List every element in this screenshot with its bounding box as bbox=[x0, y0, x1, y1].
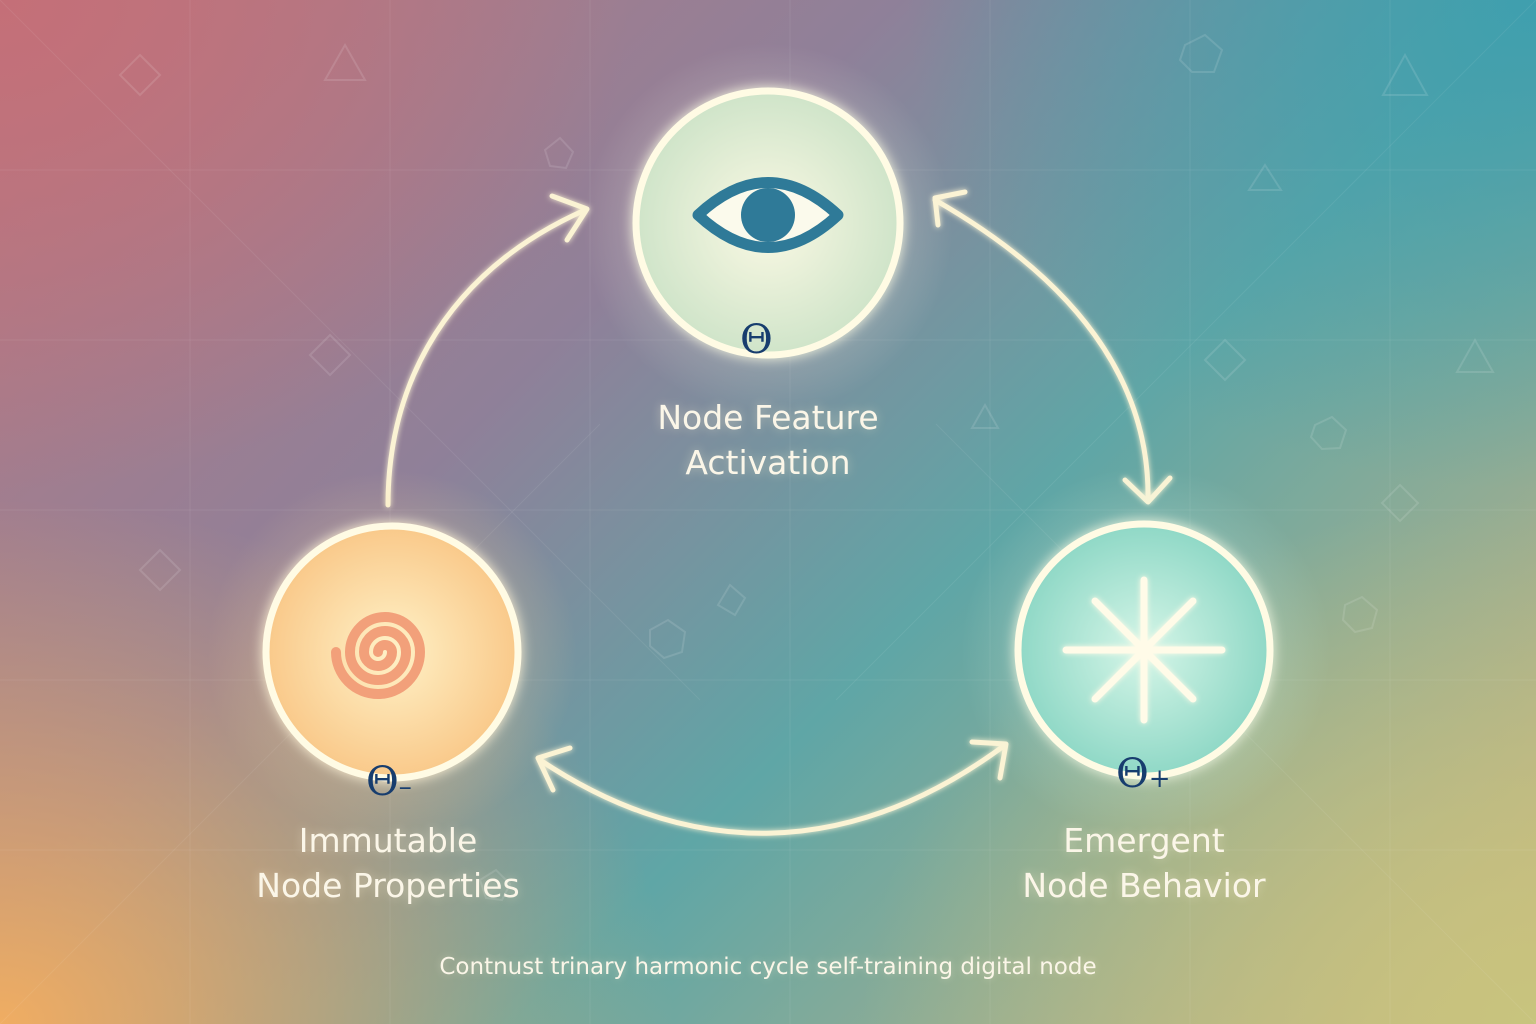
node-emergent-symbol: Θ+ bbox=[1116, 751, 1171, 797]
starburst-icon bbox=[1062, 576, 1226, 724]
node-immutable-label: Immutable Node Properties bbox=[188, 818, 588, 908]
edge-activation-emergent bbox=[932, 189, 1173, 505]
node-emergent-label-line2: Node Behavior bbox=[1022, 866, 1266, 905]
edge-immutable-to-activation bbox=[385, 193, 590, 508]
node-activation-label-line2: Activation bbox=[685, 443, 851, 482]
background-shapes bbox=[118, 33, 1495, 902]
node-activation-symbol: Θ bbox=[740, 317, 773, 363]
node-emergent-label: Emergent Node Behavior bbox=[944, 818, 1344, 908]
spiral-icon bbox=[331, 612, 426, 699]
node-immutable-symbol: Θ– bbox=[366, 759, 412, 805]
node-activation[interactable] bbox=[583, 43, 953, 413]
node-immutable-label-line2: Node Properties bbox=[256, 866, 520, 905]
node-activation-label-line1: Node Feature bbox=[657, 398, 879, 437]
edge-immutable-emergent bbox=[535, 739, 1009, 836]
node-immutable[interactable] bbox=[207, 470, 577, 840]
diagram-caption: Contnust trinary harmonic cycle self-tra… bbox=[439, 954, 1097, 980]
eye-icon bbox=[692, 177, 844, 253]
node-immutable-label-line1: Immutable bbox=[298, 821, 478, 860]
node-emergent-label-line1: Emergent bbox=[1063, 821, 1225, 860]
node-emergent[interactable] bbox=[961, 467, 1331, 837]
node-activation-label: Node Feature Activation bbox=[568, 395, 968, 485]
